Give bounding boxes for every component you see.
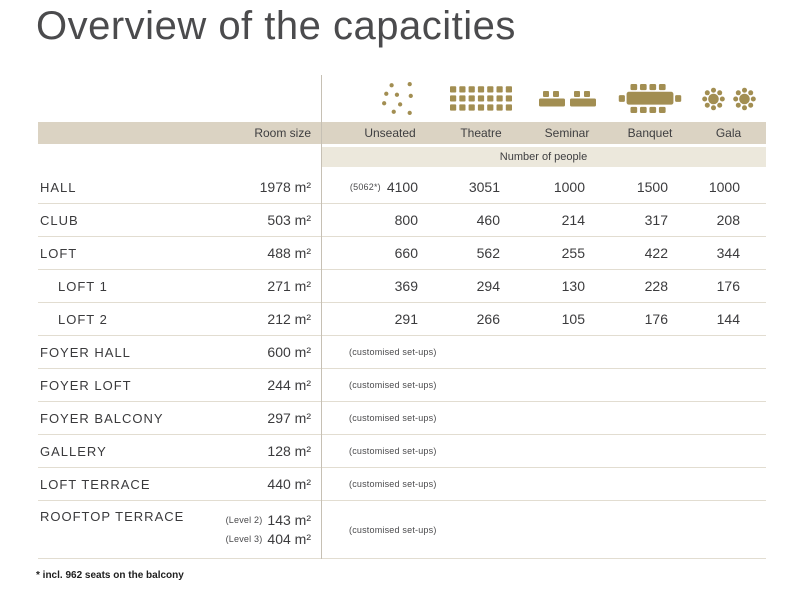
capacity-gala: 208	[716, 212, 740, 228]
custom-setup-note: (customised set-ups)	[349, 446, 437, 456]
table-row-foyer-hall: FOYER HALL 600 m² (customised set-ups)	[38, 336, 766, 369]
unseated-icon	[321, 82, 437, 115]
room-label: CLUB	[40, 212, 79, 228]
icons-row	[38, 75, 766, 122]
room-label: GALLERY	[40, 443, 107, 459]
table-row-foyer-loft: FOYER LOFT 244 m² (customised set-ups)	[38, 369, 766, 402]
room-label: LOFT TERRACE	[40, 476, 151, 492]
capacity-gala: 176	[716, 278, 740, 294]
capacity-unseated: (5062*) 4100	[349, 179, 418, 195]
room-label: LOFT 2	[58, 311, 108, 327]
capacity-seminar: 130	[561, 278, 585, 294]
capacity-seminar: 255	[561, 245, 585, 261]
table-row-loft-2: LOFT 2 212 m² 291 266 105 176 144	[38, 303, 766, 336]
gala-icon	[691, 87, 766, 111]
table-header-row: Room size Unseated Theatre Seminar Banqu…	[38, 122, 766, 144]
capacity-unseated: 660	[394, 245, 418, 261]
custom-setup-note: (customised set-ups)	[349, 479, 437, 489]
table-row-loft: LOFT 488 m² 660 562 255 422 344	[38, 237, 766, 270]
capacity-unseated: 800	[394, 212, 418, 228]
custom-setup-note: (customised set-ups)	[349, 524, 437, 535]
footnote: * incl. 962 seats on the balcony	[36, 570, 184, 581]
column-header-theatre: Theatre	[460, 126, 502, 140]
room-size: 488 m²	[267, 245, 311, 261]
room-size: 1978 m²	[259, 179, 311, 195]
room-label: FOYER LOFT	[40, 377, 132, 393]
room-size-level-3: (Level 3) 404 m²	[225, 531, 311, 547]
capacity-banquet: 1500	[636, 179, 668, 195]
room-size: 503 m²	[267, 212, 311, 228]
room-size-levels: (Level 2) 143 m² (Level 3) 404 m²	[208, 512, 321, 547]
column-header-seminar: Seminar	[544, 126, 590, 140]
capacity-seminar: 1000	[553, 179, 585, 195]
capacity-seminar: 105	[561, 311, 585, 327]
room-size: 244 m²	[267, 377, 311, 393]
room-size-level-2: (Level 2) 143 m²	[225, 512, 311, 528]
column-header-banquet: Banquet	[627, 126, 673, 140]
column-header-gala: Gala	[715, 126, 742, 140]
theatre-icon	[437, 86, 525, 111]
room-size: 600 m²	[267, 344, 311, 360]
capacity-theatre: 294	[476, 278, 500, 294]
capacity-table: Room size Unseated Theatre Seminar Banqu…	[38, 75, 766, 559]
capacity-gala: 1000	[708, 179, 740, 195]
capacity-theatre: 3051	[468, 179, 500, 195]
custom-setup-note: (customised set-ups)	[349, 380, 437, 390]
room-size: 297 m²	[267, 410, 311, 426]
room-label: FOYER BALCONY	[40, 410, 164, 426]
custom-setup-note: (customised set-ups)	[349, 413, 437, 423]
room-label: HALL	[40, 179, 77, 195]
number-of-people-band: Number of people	[321, 147, 766, 167]
capacity-gala: 344	[716, 245, 740, 261]
subheader-row: Number of people	[38, 147, 766, 167]
vertical-divider	[321, 75, 322, 559]
banquet-icon	[609, 84, 691, 113]
capacity-banquet: 317	[644, 212, 668, 228]
unseated-footnote-ref: (5062*)	[349, 182, 381, 192]
table-row-rooftop-terrace: ROOFTOP TERRACE (Level 2) 143 m² (Level …	[38, 501, 766, 559]
room-size: 128 m²	[267, 443, 311, 459]
room-label: FOYER HALL	[40, 344, 131, 360]
custom-setup-note: (customised set-ups)	[349, 347, 437, 357]
capacity-seminar: 214	[561, 212, 585, 228]
capacity-banquet: 176	[644, 311, 668, 327]
table-row-hall: HALL 1978 m² (5062*) 4100 3051 1000 1500…	[38, 171, 766, 204]
table-row-loft-terrace: LOFT TERRACE 440 m² (customised set-ups)	[38, 468, 766, 501]
room-size: 271 m²	[267, 278, 311, 294]
room-label: LOFT 1	[58, 278, 108, 294]
table-row-foyer-balcony: FOYER BALCONY 297 m² (customised set-ups…	[38, 402, 766, 435]
table-row-loft-1: LOFT 1 271 m² 369 294 130 228 176	[38, 270, 766, 303]
room-size-header: Room size	[254, 126, 311, 140]
room-size: 440 m²	[267, 476, 311, 492]
capacity-banquet: 422	[644, 245, 668, 261]
page-title: Overview of the capacities	[36, 4, 516, 48]
table-row-club: CLUB 503 m² 800 460 214 317 208	[38, 204, 766, 237]
seminar-icon	[525, 90, 609, 107]
capacity-theatre: 562	[476, 245, 500, 261]
capacity-gala: 144	[716, 311, 740, 327]
table-row-gallery: GALLERY 128 m² (customised set-ups)	[38, 435, 766, 468]
capacity-theatre: 266	[476, 311, 500, 327]
capacity-theatre: 460	[476, 212, 500, 228]
capacity-unseated: 369	[394, 278, 418, 294]
room-label: LOFT	[40, 245, 78, 261]
room-label: ROOFTOP TERRACE	[40, 509, 185, 524]
column-header-unseated: Unseated	[364, 126, 416, 140]
capacity-banquet: 228	[644, 278, 668, 294]
capacity-unseated: 291	[394, 311, 418, 327]
room-size: 212 m²	[267, 311, 311, 327]
